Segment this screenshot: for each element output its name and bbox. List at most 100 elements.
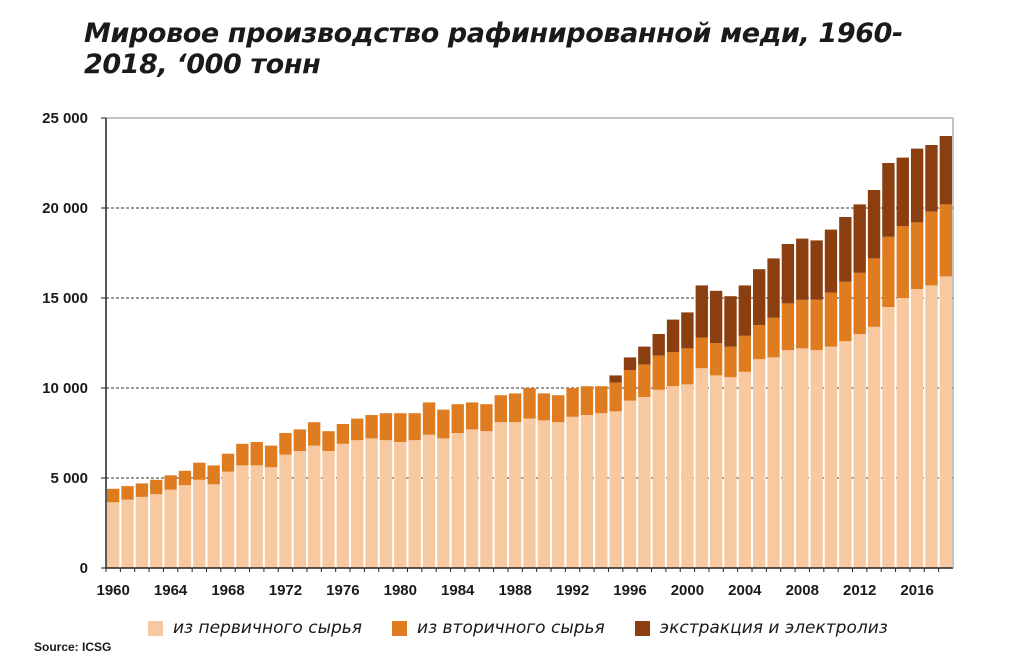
bar-2004-series-2 xyxy=(738,285,752,336)
bar-1986-series-0 xyxy=(480,431,493,568)
bar-1976-series-0 xyxy=(336,443,350,568)
bar-1979-series-0 xyxy=(379,440,393,568)
bar-2017-series-0 xyxy=(925,285,938,568)
bar-2005-series-2 xyxy=(753,269,766,325)
legend-item-0: из первичного сырья xyxy=(148,618,362,638)
bar-1995-series-1 xyxy=(609,382,622,412)
bar-1973-series-0 xyxy=(293,451,306,568)
bar-2018-series-0 xyxy=(939,276,952,568)
y-tick-label-0: 0 xyxy=(80,560,88,577)
bar-2016-series-0 xyxy=(910,289,924,568)
bar-1978-series-1 xyxy=(365,415,378,439)
bar-1998-series-1 xyxy=(652,355,665,390)
bar-2003-series-0 xyxy=(724,377,737,568)
bar-2009-series-1 xyxy=(810,299,823,351)
bar-2017-series-1 xyxy=(925,211,938,286)
bar-2009-series-2 xyxy=(810,240,823,300)
bar-1983-series-0 xyxy=(437,438,450,568)
bar-1995-series-0 xyxy=(609,411,622,568)
bar-1962-series-1 xyxy=(135,483,149,497)
bar-1960-series-1 xyxy=(107,488,120,503)
bar-2016-series-1 xyxy=(910,222,924,289)
source-note: Source: ICSG xyxy=(34,640,112,654)
bar-1999-series-0 xyxy=(666,386,680,568)
bar-2001-series-1 xyxy=(695,337,708,369)
bar-1993-series-0 xyxy=(580,415,594,568)
bar-1974-series-1 xyxy=(307,422,321,446)
bar-2010-series-0 xyxy=(824,346,838,568)
legend: из первичного сырья из вторичного сырья эк… xyxy=(148,618,888,638)
legend-item-2: экстракция и электролиз xyxy=(634,618,888,638)
bar-1981-series-0 xyxy=(408,440,421,568)
bar-1963-series-1 xyxy=(150,479,163,495)
bar-2002-series-2 xyxy=(709,290,723,343)
bar-1967-series-1 xyxy=(207,465,220,485)
y-axis-tick-labels: 0 5 000 10 000 15 000 20 000 25 000 xyxy=(42,110,88,577)
bar-1987-series-1 xyxy=(494,395,507,423)
bar-1997-series-0 xyxy=(638,397,651,568)
bar-1972-series-1 xyxy=(279,433,292,455)
bar-2000-series-0 xyxy=(681,384,694,568)
x-tick-label-1996: 1996 xyxy=(613,582,646,599)
bar-1965-series-0 xyxy=(178,485,192,568)
bar-1975-series-0 xyxy=(322,451,335,568)
x-tick-label-1980: 1980 xyxy=(384,582,417,599)
x-tick-label-2004: 2004 xyxy=(728,582,762,599)
x-tick-label-1968: 1968 xyxy=(211,582,244,599)
bar-2013-series-2 xyxy=(867,190,881,259)
bar-1988-series-1 xyxy=(508,393,522,423)
bar-2015-series-1 xyxy=(896,226,909,298)
bar-1989-series-0 xyxy=(523,418,536,568)
chart-title: Мировое производство рафинированной меди… xyxy=(84,18,903,80)
y-tick-label-5: 25 000 xyxy=(42,110,88,127)
bar-1971-series-1 xyxy=(264,445,278,468)
bar-1977-series-1 xyxy=(351,418,364,441)
bar-1991-series-1 xyxy=(552,395,565,423)
bar-1964-series-1 xyxy=(164,475,177,490)
bar-1981-series-1 xyxy=(408,413,421,441)
x-tick-label-1972: 1972 xyxy=(269,582,302,599)
bar-2006-series-2 xyxy=(767,258,780,318)
bar-1961-series-1 xyxy=(121,486,134,500)
bar-2012-series-0 xyxy=(853,334,866,568)
legend-label-0: из первичного сырья xyxy=(173,618,363,638)
bar-1969-series-1 xyxy=(236,443,249,466)
bar-2000-series-1 xyxy=(681,348,694,385)
bar-1993-series-1 xyxy=(580,386,594,415)
axes xyxy=(101,117,954,572)
bar-2006-series-0 xyxy=(767,357,780,568)
bar-2003-series-1 xyxy=(724,346,737,378)
x-tick-label-1960: 1960 xyxy=(96,582,129,599)
bar-2000-series-2 xyxy=(681,312,694,349)
bar-1995-series-2 xyxy=(609,375,622,383)
bar-1979-series-1 xyxy=(379,413,393,441)
bar-1977-series-0 xyxy=(351,440,364,568)
bars xyxy=(107,136,952,568)
x-tick-label-2000: 2000 xyxy=(671,582,704,599)
bar-1996-series-1 xyxy=(623,370,637,401)
bar-1987-series-0 xyxy=(494,422,507,568)
bar-1988-series-0 xyxy=(508,422,522,568)
bar-1990-series-0 xyxy=(537,420,551,568)
bar-1970-series-0 xyxy=(250,465,263,568)
bar-1999-series-1 xyxy=(666,352,680,387)
bar-2002-series-1 xyxy=(709,343,723,376)
bar-2018-series-2 xyxy=(939,136,952,205)
bar-2015-series-0 xyxy=(896,298,909,568)
bar-2006-series-1 xyxy=(767,317,780,358)
bar-1968-series-0 xyxy=(221,471,235,568)
bar-1967-series-0 xyxy=(207,484,220,568)
bar-1985-series-1 xyxy=(465,402,479,430)
legend-swatch-2 xyxy=(634,620,650,636)
bar-2012-series-1 xyxy=(853,272,866,334)
x-tick-label-2008: 2008 xyxy=(786,582,819,599)
bar-1998-series-2 xyxy=(652,334,665,356)
bar-1966-series-1 xyxy=(193,462,206,480)
bar-2001-series-2 xyxy=(695,285,708,338)
bar-2008-series-1 xyxy=(796,299,809,349)
x-tick-label-1976: 1976 xyxy=(326,582,359,599)
bar-1986-series-1 xyxy=(480,404,493,432)
bar-1991-series-0 xyxy=(552,422,565,568)
bar-1963-series-0 xyxy=(150,494,163,568)
